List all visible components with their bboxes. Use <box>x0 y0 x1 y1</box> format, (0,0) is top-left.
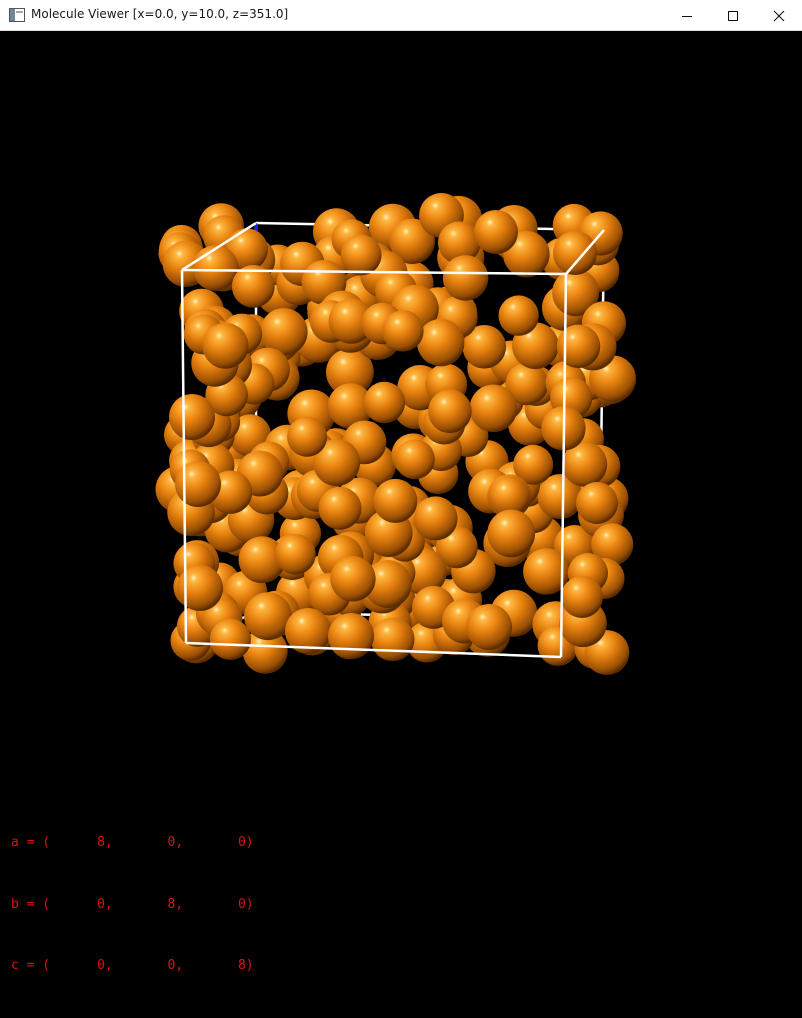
title-bar[interactable]: Molecule Viewer [x=0.0, y=10.0, z=351.0] <box>0 0 802 31</box>
atom-sphere <box>553 231 597 275</box>
atom-sphere <box>413 496 458 541</box>
atom-sphere <box>285 608 331 654</box>
atom-sphere <box>318 486 362 530</box>
atom-sphere <box>474 210 518 254</box>
atom-sphere <box>363 560 412 608</box>
atom-sphere <box>591 523 634 566</box>
minimize-icon <box>682 15 692 17</box>
atom-sphere <box>313 439 361 486</box>
atom-sphere <box>576 482 618 524</box>
close-button[interactable] <box>756 0 802 31</box>
atom-sphere <box>382 310 424 352</box>
unit-cell-front-edges <box>180 221 605 659</box>
cell-edge <box>181 268 567 276</box>
atom-sphere <box>562 441 608 487</box>
atom-sphere <box>417 318 465 367</box>
atom-sphere <box>244 592 292 641</box>
atom-sphere <box>466 604 512 650</box>
atom-sphere <box>175 461 221 507</box>
cell-edge <box>181 221 257 272</box>
atom-sphere <box>238 536 286 584</box>
atom-sphere <box>394 439 435 480</box>
atom-sphere <box>330 556 376 602</box>
maximize-icon <box>728 10 738 21</box>
atom-sphere <box>370 617 415 662</box>
atom-sphere <box>487 509 536 558</box>
atom-sphere <box>328 613 374 659</box>
atom-sphere <box>363 381 406 424</box>
atom-sphere <box>488 476 530 517</box>
molecule-viewer-window: Molecule Viewer [x=0.0, y=10.0, z=351.0] <box>0 0 802 973</box>
atom-sphere <box>561 576 603 618</box>
cell-vector-b: b = ( 0, 8, 0) <box>11 896 254 912</box>
app-icon <box>9 8 25 22</box>
atom-sphere <box>373 478 418 523</box>
molecule-scene[interactable] <box>0 31 802 832</box>
atom-sphere <box>177 565 223 611</box>
atom-sphere <box>231 265 275 308</box>
atom-sphere <box>242 628 288 674</box>
atom-sphere <box>469 384 518 433</box>
cell-vector-c: c = ( 0, 0, 8) <box>11 958 254 973</box>
atom-sphere <box>523 548 570 595</box>
atom-sphere <box>462 325 507 369</box>
window-title: Molecule Viewer [x=0.0, y=10.0, z=351.0] <box>31 7 289 21</box>
atom-sphere <box>498 295 539 336</box>
atom-sphere <box>340 234 382 276</box>
atom-sphere <box>537 474 583 520</box>
atom-sphere <box>169 394 215 440</box>
cell-edge <box>180 269 188 644</box>
atom-sphere <box>513 444 554 485</box>
atom-sphere <box>389 218 435 264</box>
atom-sphere <box>327 383 374 429</box>
atom-sphere <box>326 348 374 397</box>
cell-vectors-readout: a = ( 8, 0, 0) b = ( 0, 8, 0) c = ( 0, 0… <box>11 792 254 1018</box>
atom-sphere <box>442 255 489 301</box>
3d-viewport[interactable]: a = ( 8, 0, 0) b = ( 0, 8, 0) c = ( 0, 0… <box>0 31 802 973</box>
atom-sphere <box>192 245 239 291</box>
atom-sphere <box>505 362 549 406</box>
atom-sphere <box>260 308 308 356</box>
minimize-button[interactable] <box>664 0 710 31</box>
cell-vector-a: a = ( 8, 0, 0) <box>11 835 254 850</box>
atom-sphere <box>202 322 249 369</box>
atom-sphere <box>552 269 600 317</box>
atoms-group <box>155 193 636 675</box>
atom-sphere <box>328 298 374 344</box>
close-icon <box>773 10 785 21</box>
cell-edge <box>559 273 568 658</box>
cell-edge <box>565 229 605 275</box>
atom-sphere <box>428 389 472 434</box>
atom-sphere <box>275 534 316 575</box>
cell-edge <box>185 641 562 659</box>
atom-sphere <box>556 324 601 369</box>
atom-sphere <box>209 618 251 661</box>
atom-sphere <box>438 221 481 264</box>
maximize-button[interactable] <box>710 0 756 31</box>
atom-sphere <box>287 416 328 457</box>
